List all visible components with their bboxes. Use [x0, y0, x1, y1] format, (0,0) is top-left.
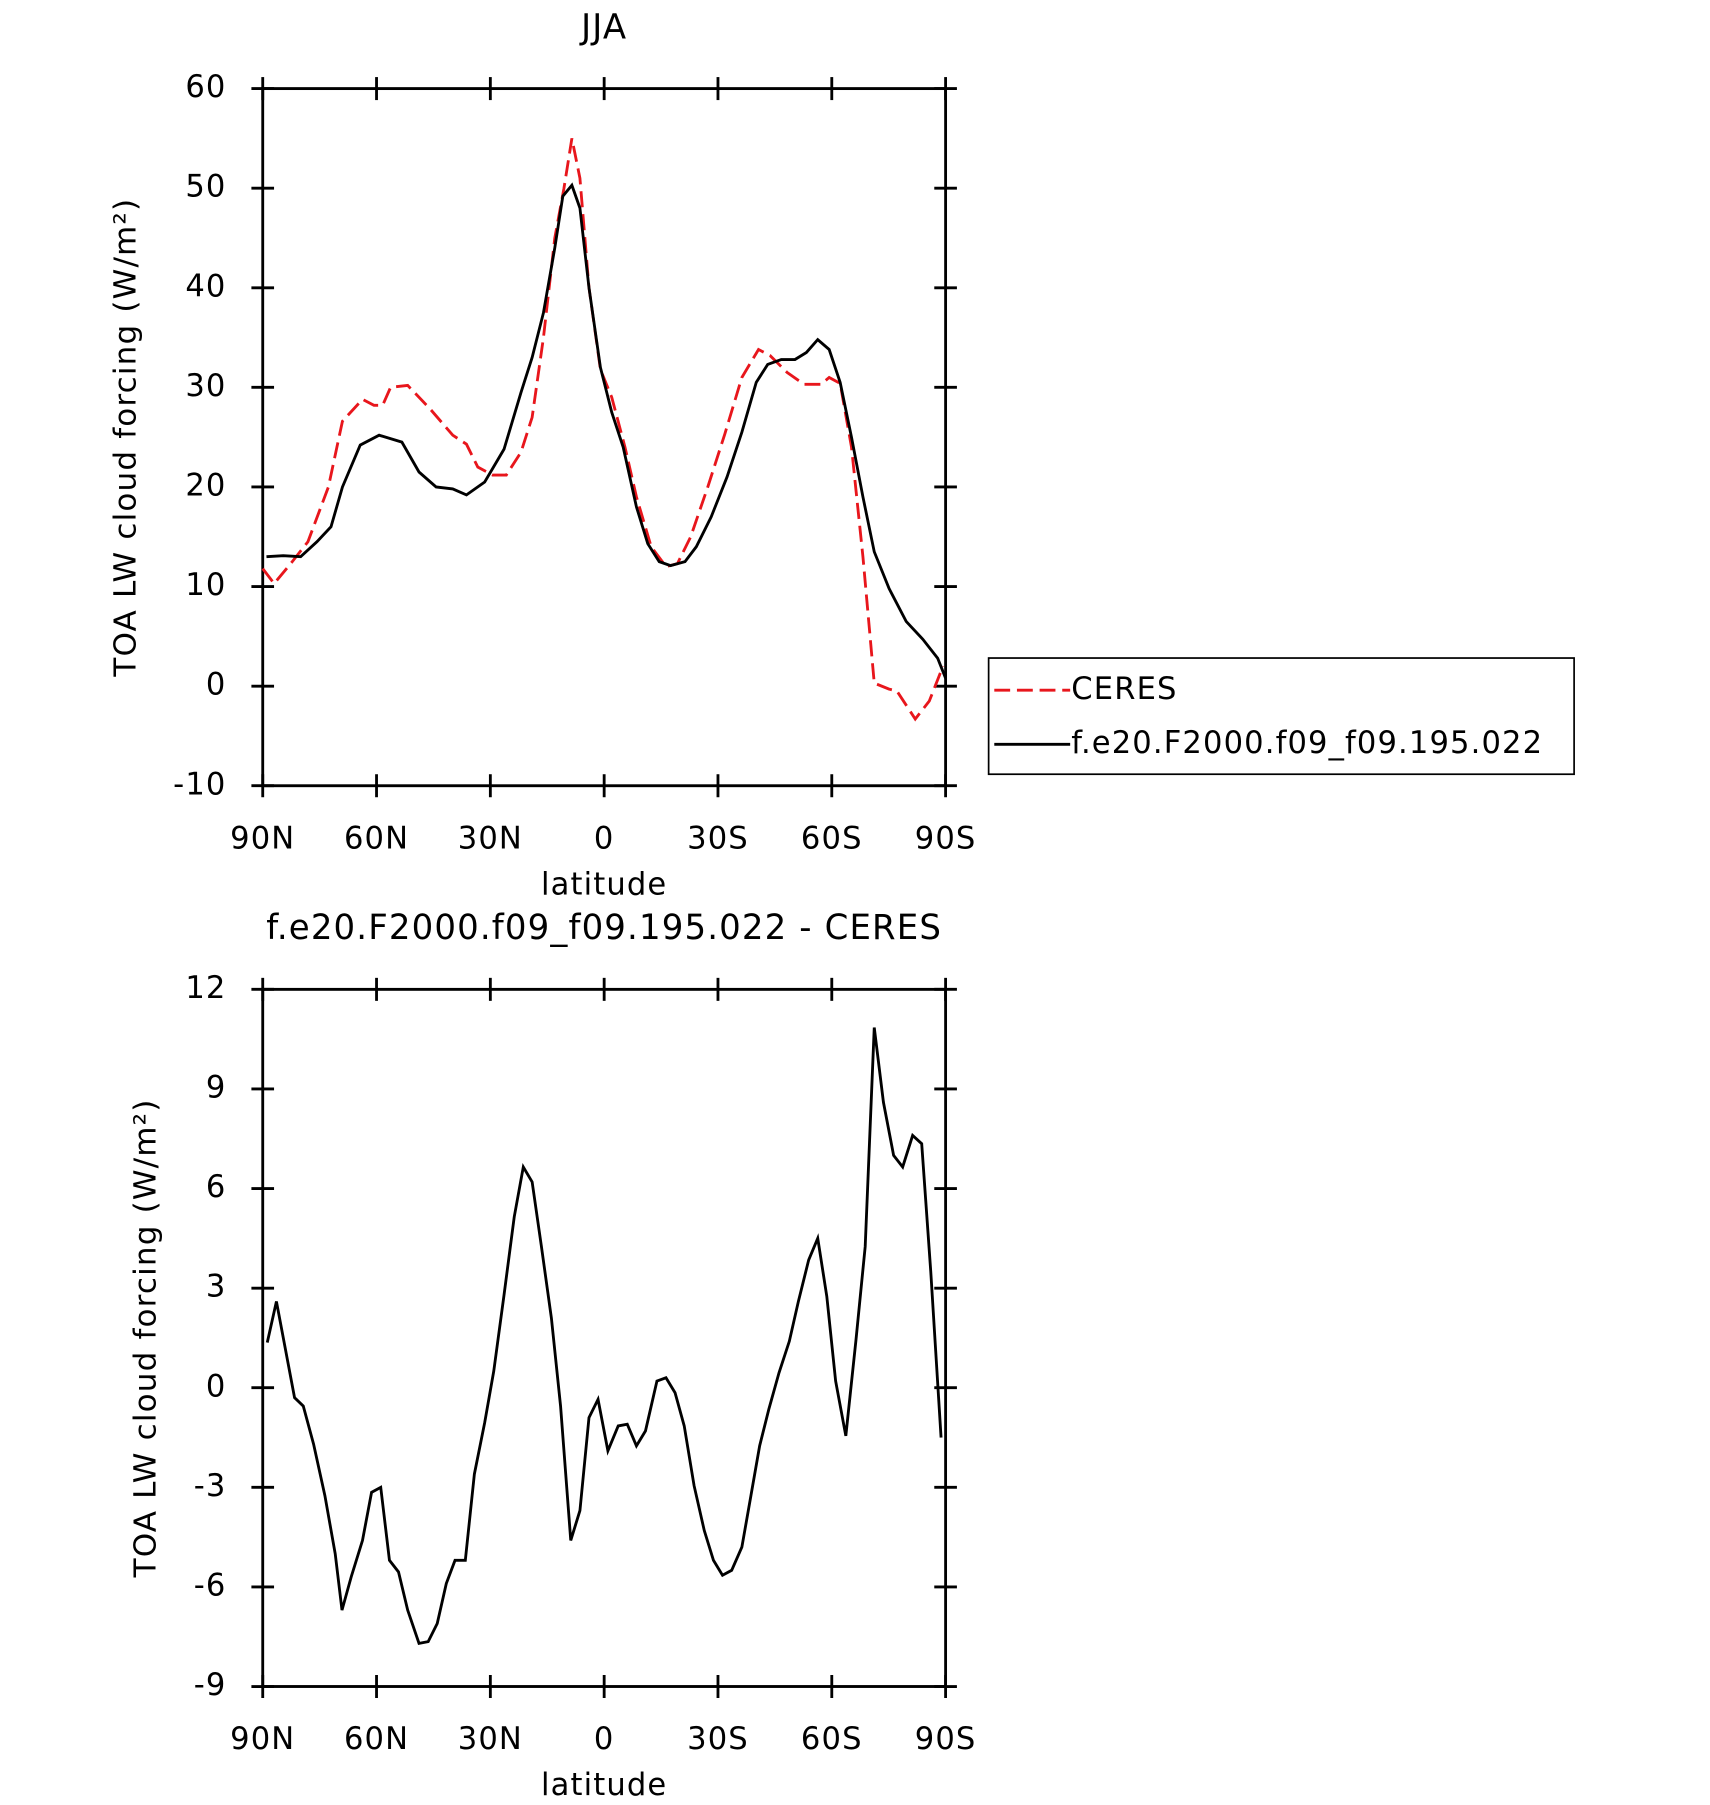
- y-tick-label: 20: [185, 467, 226, 503]
- x-tick-label: 60N: [344, 1721, 409, 1757]
- chart-title: f.e20.F2000.f09_f09.195.022 - CERES: [266, 908, 942, 948]
- y-tick-label: 10: [185, 567, 226, 603]
- y-tick-label: 50: [185, 169, 226, 205]
- x-tick-label: 0: [594, 820, 615, 856]
- x-tick-label: 90S: [915, 1721, 977, 1757]
- x-tick-label: 60N: [344, 820, 409, 856]
- x-tick-label: 90S: [915, 820, 977, 856]
- x-tick-label: 0: [594, 1721, 615, 1757]
- legend-label: CERES: [1071, 671, 1177, 707]
- y-tick-label: 12: [185, 970, 226, 1006]
- x-tick-label: 90N: [230, 820, 295, 856]
- y-tick-label: 40: [185, 268, 226, 304]
- x-axis-label: latitude: [541, 1767, 667, 1803]
- legend-label: f.e20.F2000.f09_f09.195.022: [1071, 725, 1543, 761]
- x-axis-label: latitude: [541, 866, 667, 902]
- y-tick-label: 0: [206, 666, 227, 702]
- y-tick-label: 9: [206, 1069, 227, 1105]
- y-tick-label: 60: [185, 69, 226, 105]
- y-tick-label: -9: [194, 1667, 227, 1703]
- y-tick-label: 30: [185, 368, 226, 404]
- x-tick-label: 30S: [687, 820, 749, 856]
- y-tick-label: -10: [173, 766, 226, 802]
- x-tick-label: 30N: [458, 1721, 523, 1757]
- x-tick-label: 30S: [687, 1721, 749, 1757]
- legend-box: [987, 657, 1575, 776]
- y-tick-label: -3: [194, 1468, 227, 1504]
- y-tick-label: 0: [206, 1368, 227, 1404]
- y-tick-label: -6: [194, 1567, 227, 1603]
- x-tick-label: 90N: [230, 1721, 295, 1757]
- data-line: [265, 1027, 943, 1646]
- y-axis-label: TOA LW cloud forcing (W/m²): [107, 198, 143, 678]
- chart-title: JJA: [579, 7, 627, 47]
- data-line: [266, 182, 947, 679]
- x-tick-label: 60S: [801, 1721, 863, 1757]
- plot-frame: [261, 987, 948, 1688]
- y-tick-label: 6: [206, 1169, 227, 1205]
- y-tick-label: 3: [206, 1268, 227, 1304]
- plot-frame: [261, 87, 948, 788]
- y-axis-label: TOA LW cloud forcing (W/m²): [128, 1098, 164, 1578]
- data-line: [261, 138, 945, 722]
- x-tick-label: 30N: [458, 820, 523, 856]
- x-tick-label: 60S: [801, 820, 863, 856]
